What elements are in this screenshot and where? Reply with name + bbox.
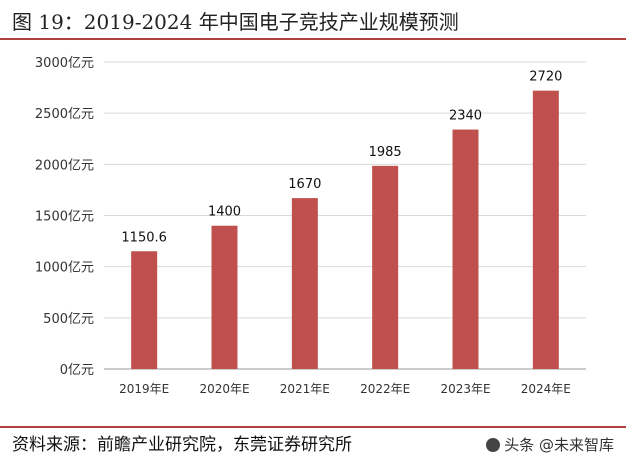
watermark-logo-icon [486,438,501,452]
y-tick-label: 3000亿元 [35,56,94,71]
data-label: 1150.6 [121,230,167,245]
y-tick-label: 1500亿元 [35,210,94,225]
top-divider [0,38,626,40]
x-tick-label: 2020年E [199,382,249,396]
watermark-text: 头条 @未来智库 [504,436,614,454]
y-tick-label: 1000亿元 [35,261,94,276]
bar [131,251,158,369]
x-tick-label: 2022年E [360,382,410,396]
y-tick-label: 2000亿元 [35,158,94,173]
watermark: 头条 @未来智库 [486,434,614,455]
bar [452,129,479,369]
x-tick-label: 2019年E [119,382,169,396]
source-note: 资料来源：前瞻产业研究院，东莞证券研究所 [12,435,352,455]
bar [211,225,238,369]
data-label: 1985 [369,145,402,160]
y-tick-label: 0亿元 [60,363,94,378]
bottom-divider [0,426,626,428]
x-tick-label: 2021年E [280,382,330,396]
bar-chart: 0亿元 500亿元 1000亿元 1500亿元 2000亿元 2500亿元 3000亿元 11… [35,56,586,396]
data-label: 1670 [288,177,321,192]
x-tick-label: 2024年E [521,382,571,396]
data-label: 2340 [449,109,482,124]
y-tick-label: 500亿元 [43,312,94,327]
y-tick-label: 2500亿元 [35,107,94,122]
chart-title: 图 19：2019-2024 年中国电子竞技产业规模预测 [12,10,459,34]
data-label: 2720 [529,70,562,85]
x-tick-label: 2023年E [440,382,490,396]
data-label: 1400 [208,205,241,220]
bar [291,198,318,369]
bar [532,90,559,370]
bar [372,165,399,369]
